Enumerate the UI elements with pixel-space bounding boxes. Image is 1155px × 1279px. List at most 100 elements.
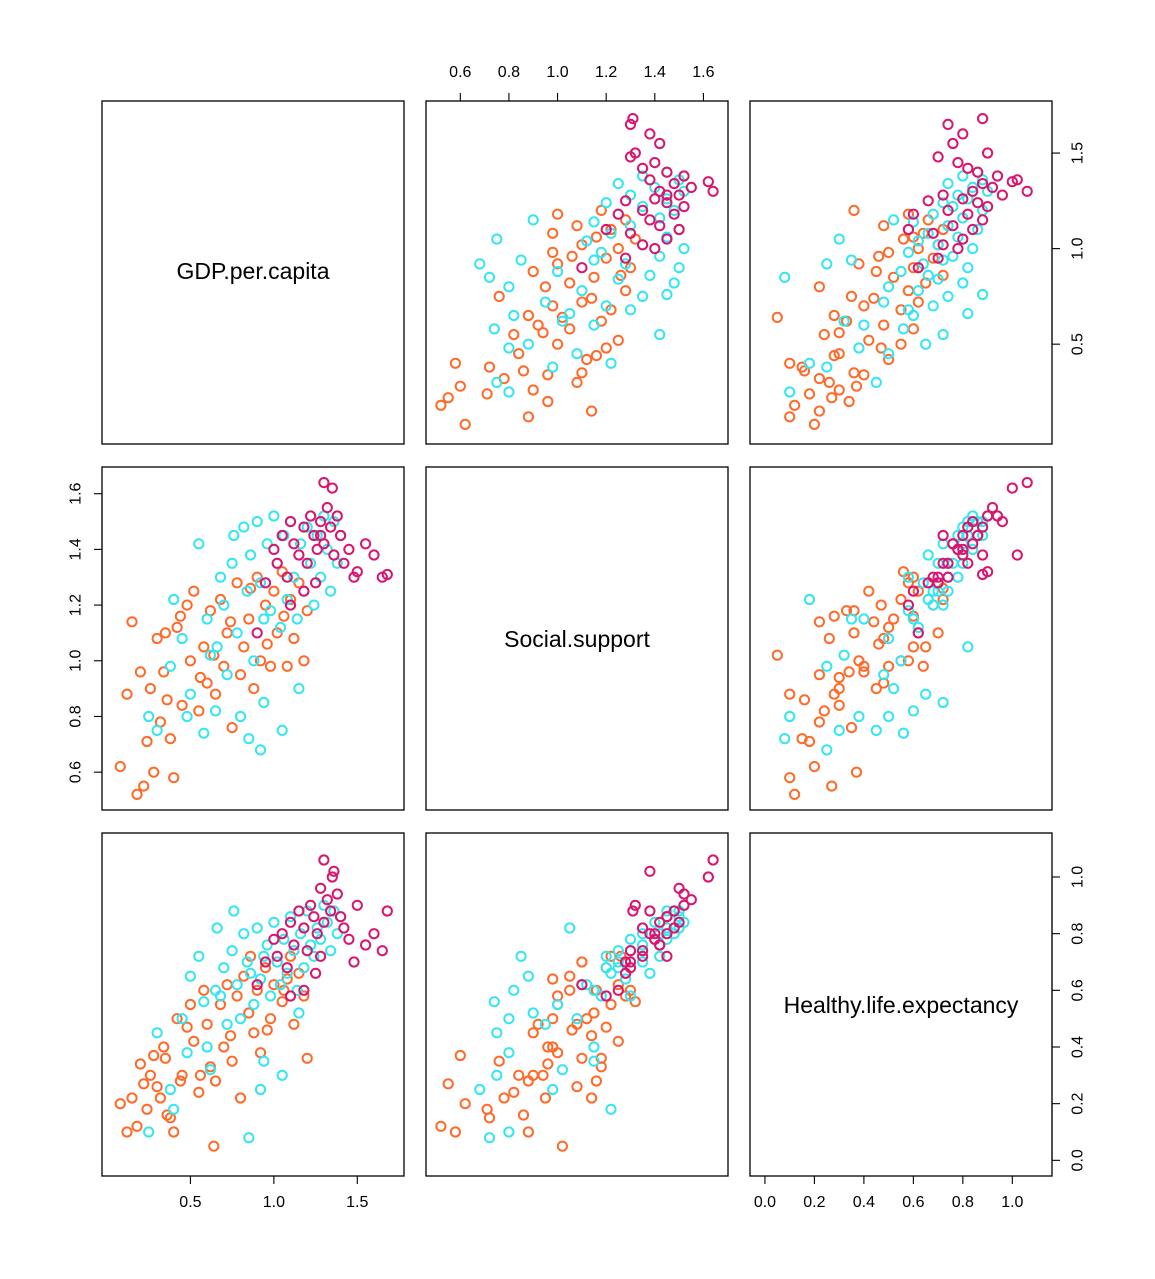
data-point-r1-c2-g0-19 bbox=[907, 641, 920, 653]
data-point-r0-c2-g0-43 bbox=[902, 208, 915, 220]
data-point-r0-c1-g1-24 bbox=[595, 246, 607, 258]
data-point-r0-c2-g1-30 bbox=[972, 223, 984, 236]
data-point-r1-c0-g0-19 bbox=[198, 641, 210, 653]
data-point-r0-c2-g2-5 bbox=[927, 227, 939, 239]
data-point-r2-c0-g1-2 bbox=[164, 1083, 176, 1096]
data-point-r2-c1-g1-37 bbox=[600, 950, 612, 962]
data-point-r0-c2-g0-45 bbox=[813, 405, 826, 417]
data-point-r2-c0-g1-47 bbox=[254, 1083, 267, 1096]
x-tick-label-bottom-c0-2: 1.5 bbox=[346, 1194, 368, 1211]
data-point-r2-c1-g2-11 bbox=[678, 899, 690, 911]
data-point-r2-c0-g0-18 bbox=[193, 1086, 205, 1098]
data-point-r0-c1-g1-32 bbox=[588, 216, 600, 228]
data-point-r0-c2-g1-37 bbox=[937, 197, 949, 209]
data-point-r1-c2-g2-28 bbox=[977, 568, 989, 581]
data-point-r2-c0-g0-47 bbox=[161, 1109, 173, 1121]
data-point-r1-c2-g0-11 bbox=[796, 733, 808, 745]
data-point-r2-c1-g0-15 bbox=[600, 1021, 612, 1033]
data-point-r1-c0-g2-11 bbox=[305, 510, 317, 522]
y-tick-label-left-r1-0: 0.6 bbox=[68, 761, 85, 783]
data-point-r1-c0-g2-25 bbox=[360, 538, 372, 550]
data-point-r2-c1-g2-20 bbox=[661, 911, 673, 923]
data-point-r0-c2-g2-11 bbox=[982, 201, 994, 213]
axes: 0.5 1.0 1.5 0.0 0.2 0.4 0.6 0.8 1.0 0.6 0.8 1.0 1.2 1… bbox=[68, 64, 1087, 1211]
y-tick-label-right-r2-3: 0.6 bbox=[1070, 979, 1087, 1001]
data-point-r0-c2-g0-4 bbox=[803, 388, 816, 400]
data-point-r2-c0-g2-29 bbox=[318, 854, 330, 866]
data-point-r2-c1-g2-0 bbox=[576, 979, 588, 991]
data-point-r0-c2-g2-19 bbox=[991, 170, 1004, 182]
y-tick-label-left-r1-2: 1.0 bbox=[68, 650, 85, 672]
data-point-r1-c2-g1-53 bbox=[845, 613, 858, 625]
data-point-r0-c2-g1-51 bbox=[962, 308, 974, 320]
data-point-r2-c0-g0-22 bbox=[209, 1075, 222, 1087]
data-point-r0-c2-g0-5 bbox=[833, 384, 845, 396]
data-point-r1-c0-g1-10 bbox=[214, 571, 227, 583]
data-point-r0-c2-g1-25 bbox=[967, 243, 979, 255]
data-point-r2-c0-g0-54 bbox=[278, 984, 290, 996]
data-point-r0-c2-g2-28 bbox=[977, 113, 989, 125]
data-point-r0-c1-g1-51 bbox=[564, 308, 576, 320]
x-tick-label-bottom-c2-0: 0.0 bbox=[754, 1194, 776, 1211]
data-point-r0-c1-g1-42 bbox=[612, 178, 624, 190]
data-point-r2-c0-g1-20 bbox=[251, 922, 263, 934]
data-point-r0-c1-g2-20 bbox=[661, 166, 673, 178]
data-point-r0-c2-g1-38 bbox=[962, 193, 974, 205]
data-point-r2-c0-g0-0 bbox=[114, 1098, 126, 1110]
data-point-r0-c1-g2-32 bbox=[612, 208, 624, 220]
data-point-r0-c2-g1-43 bbox=[977, 174, 989, 186]
data-point-r1-c2-g0-30 bbox=[888, 613, 900, 625]
data-point-r2-c0-g2-25 bbox=[360, 939, 372, 951]
data-point-r1-c2-g2-19 bbox=[991, 510, 1004, 522]
data-point-r2-c1-g1-7 bbox=[588, 1041, 600, 1053]
data-point-r1-c0-g2-19 bbox=[331, 510, 343, 522]
data-point-r1-c0-g1-16 bbox=[238, 521, 250, 533]
data-point-r1-c0-g1-42 bbox=[325, 585, 337, 597]
data-point-r1-c0-g1-47 bbox=[254, 744, 267, 756]
data-point-r2-c1-g1-1 bbox=[491, 1027, 503, 1039]
data-point-r1-c0-g1-15 bbox=[234, 710, 247, 723]
data-point-r2-c1-g1-19 bbox=[552, 998, 564, 1011]
data-point-r2-c0-g0-17 bbox=[188, 1035, 200, 1047]
x-tick-label-bottom-c2-5: 1.0 bbox=[1001, 1194, 1023, 1211]
diagonal-labels: GDP.per.capita Social.support Healthy.li… bbox=[176, 258, 1018, 1018]
data-point-r2-c0-g0-34 bbox=[259, 962, 272, 974]
data-point-r0-c1-g0-28 bbox=[539, 281, 552, 293]
data-point-r2-c0-g0-1 bbox=[121, 1126, 133, 1138]
data-point-r1-c2-g2-4 bbox=[957, 529, 969, 542]
data-point-r1-c2-g0-43 bbox=[902, 655, 915, 667]
data-point-r0-c1-g0-18 bbox=[508, 329, 520, 341]
data-point-r1-c0-g1-51 bbox=[211, 641, 223, 653]
data-point-r2-c1-g0-47 bbox=[517, 1109, 530, 1121]
data-point-r1-c2-g2-0 bbox=[912, 627, 924, 639]
data-point-r2-c0-g0-43 bbox=[298, 990, 310, 1002]
data-point-r1-c0-g1-48 bbox=[276, 724, 288, 737]
data-point-r2-c1-g0-20 bbox=[532, 1018, 544, 1030]
data-point-r1-c0-g1-1 bbox=[151, 724, 163, 737]
data-point-r2-c1-g0-17 bbox=[612, 1035, 624, 1047]
data-point-r0-c1-g0-35 bbox=[547, 246, 559, 258]
data-point-r2-c0-g2-8 bbox=[293, 905, 305, 917]
data-point-r1-c0-g1-20 bbox=[251, 516, 263, 528]
data-point-r2-c0-g1-18 bbox=[244, 967, 257, 979]
data-point-r1-c0-g2-33 bbox=[284, 599, 297, 611]
data-point-r0-c2-g0-53 bbox=[873, 250, 885, 262]
data-point-r2-c1-g0-18 bbox=[508, 1086, 520, 1098]
data-point-r0-c2-g0-0 bbox=[808, 418, 821, 430]
data-point-r2-c0-g1-25 bbox=[268, 916, 280, 928]
data-point-r2-c1-g2-23 bbox=[624, 956, 637, 968]
data-point-r0-c2-g2-9 bbox=[962, 208, 974, 220]
data-point-r0-c2-g2-29 bbox=[1021, 185, 1033, 197]
data-point-r2-c0-g1-1 bbox=[151, 1027, 163, 1039]
panel-frame-r1-c1 bbox=[425, 466, 729, 811]
data-point-r2-c0-g2-7 bbox=[288, 939, 300, 951]
data-point-r1-c0-g0-0 bbox=[114, 761, 126, 773]
data-point-r0-c1-g1-54 bbox=[527, 214, 539, 226]
data-point-r1-c0-g1-18 bbox=[244, 549, 257, 561]
data-point-r1-c2-g0-9 bbox=[858, 666, 870, 678]
x-tick-label-top-c1-0: 0.6 bbox=[449, 64, 471, 81]
y-tick-label-right-r2-4: 0.8 bbox=[1070, 922, 1087, 944]
data-point-r1-c2-g1-27 bbox=[912, 621, 924, 634]
data-point-r0-c1-g1-11 bbox=[600, 300, 612, 312]
data-point-r1-c2-g2-15 bbox=[967, 538, 979, 550]
